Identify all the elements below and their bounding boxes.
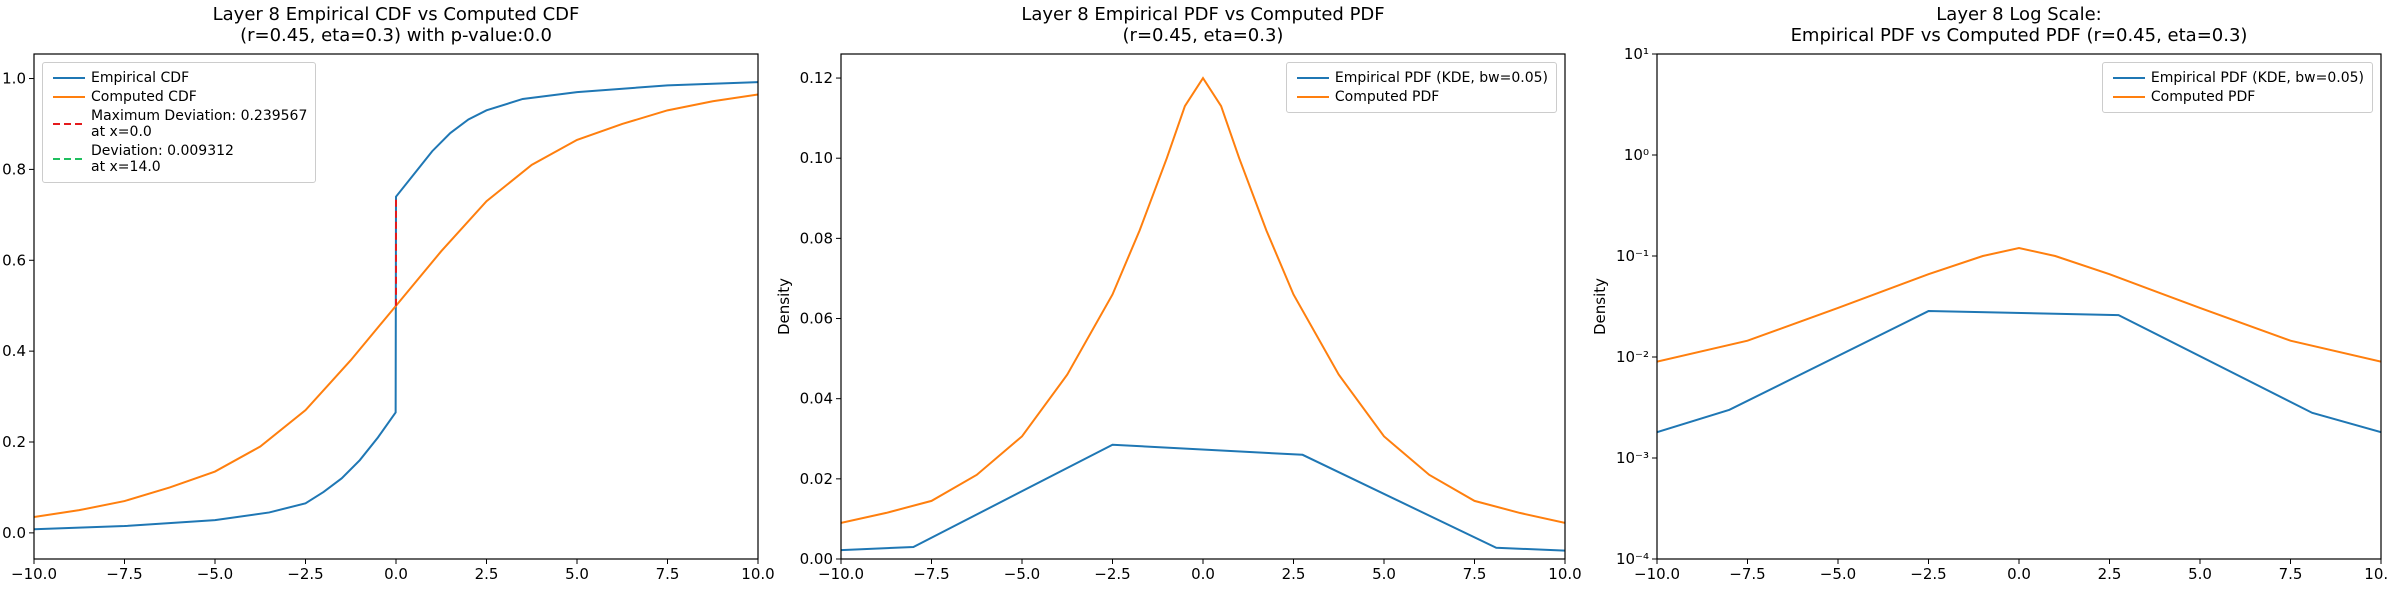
axes-frame: [840, 53, 1566, 560]
x-tick-label: −7.5: [913, 565, 949, 583]
x-tick-label: −10.0: [11, 565, 57, 583]
series-line: [34, 93, 758, 518]
plot-area: [841, 76, 1565, 552]
series-line: [841, 443, 1565, 552]
legend-item: Computed PDF: [2111, 89, 2364, 105]
x-tick-label: 5.0: [2188, 565, 2212, 583]
axes-frame: [1656, 53, 2382, 560]
x-tick-label: 7.5: [2279, 565, 2303, 583]
y-axis-label: Density: [1591, 278, 1609, 335]
x-tick-label: 5.0: [565, 565, 589, 583]
series-line: [841, 76, 1565, 524]
legend-swatch: [1296, 96, 1329, 98]
x-tick-label: −10.0: [1634, 565, 1680, 583]
y-tick-label: 0.8: [2, 160, 26, 178]
legend-label: Computed CDF: [91, 89, 197, 105]
y-tick-label: 0.08: [800, 229, 833, 247]
legend-swatch: [53, 158, 85, 160]
legend-label: Computed PDF: [1334, 89, 1440, 105]
legend-swatch: [2112, 77, 2145, 79]
x-tick-label: −5.0: [1004, 565, 1040, 583]
y-tick-label: 0.12: [800, 69, 833, 87]
y-axis-label: Density: [775, 278, 793, 335]
x-tick-label: 10.0: [1548, 565, 1581, 583]
y-tick-label: 1.0: [2, 70, 26, 88]
legend-label: Empirical PDF (KDE, bw=0.05): [2150, 70, 2364, 86]
legend-item: Maximum Deviation: 0.239567 at x=0.0: [51, 108, 307, 140]
y-tick-label: 10⁻³: [1616, 449, 1649, 467]
y-tick-label: 0.06: [800, 310, 833, 328]
x-tick-label: −7.5: [1729, 565, 1765, 583]
x-tick-label: −2.5: [1094, 565, 1130, 583]
y-tick-label: 0.6: [2, 251, 26, 269]
y-tick-label: 10⁰: [1624, 146, 1649, 164]
y-tick-label: 0.2: [2, 433, 26, 451]
chart-title: Layer 8 Log Scale: Empirical PDF vs Comp…: [1790, 4, 2248, 46]
legend: Empirical CDF Computed CDF Maximum Deviati…: [42, 62, 317, 183]
y-tick-label: 0.0: [2, 524, 26, 542]
legend-item: Computed PDF: [1295, 89, 1548, 105]
x-tick-label: −7.5: [106, 565, 142, 583]
x-tick-label: −5.0: [1820, 565, 1856, 583]
x-tick-label: 10.0: [741, 565, 774, 583]
legend-swatch: [53, 123, 85, 125]
legend-label: Empirical CDF: [91, 70, 190, 86]
x-tick-label: −2.5: [1910, 565, 1946, 583]
y-tick-label: 10⁻²: [1616, 348, 1649, 366]
legend-item: Computed CDF: [51, 89, 307, 105]
x-tick-label: 7.5: [656, 565, 680, 583]
x-tick-label: −2.5: [287, 565, 323, 583]
x-tick-label: 0.0: [1191, 565, 1215, 583]
legend-label: Computed PDF: [2150, 89, 2256, 105]
legend-label: Maximum Deviation: 0.239567 at x=0.0: [91, 108, 308, 140]
y-tick-label: 10⁻¹: [1616, 247, 1649, 265]
axes-frame: [33, 53, 759, 560]
plot-area: [34, 81, 758, 531]
x-tick-label: 2.5: [2098, 565, 2122, 583]
y-tick-label: 0.00: [800, 550, 833, 568]
legend-label: Deviation: 0.009312 at x=14.0: [91, 143, 234, 175]
legend-item: Empirical CDF: [51, 70, 307, 86]
x-tick-label: −10.0: [818, 565, 864, 583]
x-tick-label: 7.5: [1463, 565, 1487, 583]
plot-area: [1657, 246, 2381, 434]
legend-item: Empirical PDF (KDE, bw=0.05): [1295, 70, 1548, 86]
x-tick-label: −5.0: [197, 565, 233, 583]
legend-label: Empirical PDF (KDE, bw=0.05): [1334, 70, 1548, 86]
legend-swatch: [2112, 96, 2145, 98]
x-tick-label: 0.0: [2007, 565, 2031, 583]
x-tick-label: 0.0: [384, 565, 408, 583]
y-tick-label: 0.4: [2, 342, 26, 360]
chart-title: Layer 8 Empirical PDF vs Computed PDF (r…: [1021, 4, 1385, 46]
legend-item: Deviation: 0.009312 at x=14.0: [51, 143, 307, 175]
x-tick-label: 10.0: [2364, 565, 2389, 583]
x-tick-label: 2.5: [1282, 565, 1306, 583]
y-tick-label: 10⁻⁴: [1616, 550, 1649, 568]
legend-item: Empirical PDF (KDE, bw=0.05): [2111, 70, 2364, 86]
x-tick-label: 5.0: [1372, 565, 1396, 583]
x-tick-label: 2.5: [475, 565, 499, 583]
y-tick-label: 10¹: [1624, 45, 1649, 63]
y-tick-label: 0.04: [800, 390, 833, 408]
legend-swatch: [1296, 77, 1329, 79]
y-tick-label: 0.02: [800, 470, 833, 488]
series-line: [1657, 246, 2381, 363]
legend: Empirical PDF (KDE, bw=0.05) Computed PDF: [2101, 62, 2373, 113]
legend-swatch: [53, 96, 85, 98]
series-line: [1657, 310, 2381, 434]
legend-swatch: [53, 77, 85, 79]
y-tick-label: 0.10: [800, 149, 833, 167]
chart-title: Layer 8 Empirical CDF vs Computed CDF (r…: [212, 4, 580, 46]
legend: Empirical PDF (KDE, bw=0.05) Computed PDF: [1285, 62, 1557, 113]
